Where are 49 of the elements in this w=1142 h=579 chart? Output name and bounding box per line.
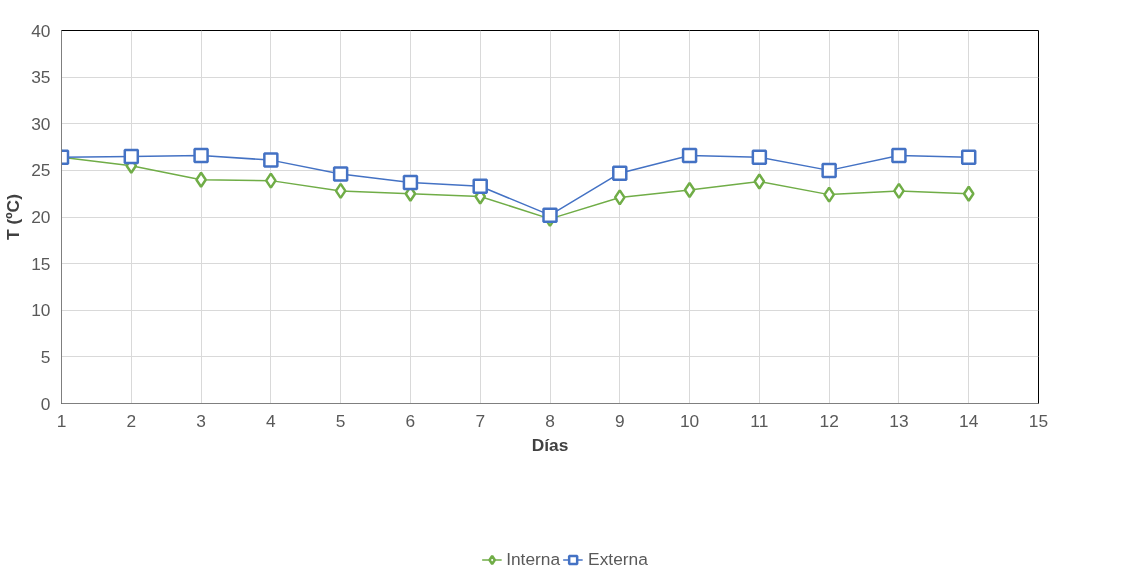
y-tick-label: 20	[31, 207, 51, 227]
point	[332, 166, 349, 182]
point	[612, 165, 628, 181]
point	[123, 148, 140, 165]
x-tick-label: 8	[545, 410, 555, 431]
y-axis-title: T (ºC)	[3, 194, 24, 240]
x-tick-label: 11	[750, 410, 769, 431]
x-tick-label: 15	[1028, 410, 1049, 431]
point	[821, 162, 837, 179]
point	[195, 171, 207, 188]
y-tick-label: 0	[40, 393, 51, 414]
point	[542, 207, 558, 223]
x-tick-label: 1	[56, 410, 67, 431]
point	[264, 172, 277, 189]
y-tick-label: 5	[40, 346, 51, 367]
point	[402, 174, 419, 191]
x-tick-label: 3	[196, 410, 206, 431]
y-tick-label: 10	[31, 300, 51, 321]
point	[681, 147, 698, 164]
x-tick-label: 12	[819, 410, 839, 431]
x-tick-label: 10	[679, 410, 700, 431]
legend-label: Interna	[506, 548, 561, 570]
x-tick-label: 14	[959, 410, 979, 431]
y-tick-label: 15	[31, 253, 51, 274]
y-tick-label: 40	[31, 20, 51, 41]
point	[193, 147, 209, 164]
x-tick-label: 9	[614, 410, 625, 431]
point	[263, 152, 279, 168]
y-tick-label: 25	[31, 160, 51, 181]
point	[891, 147, 907, 164]
y-tick-label: 30	[31, 113, 51, 134]
legend-label: Externa	[588, 548, 648, 570]
x-tick-label: 7	[475, 410, 486, 431]
point	[753, 173, 766, 190]
x-tick-label: 5	[335, 410, 346, 431]
y-tick-label: 35	[31, 67, 51, 88]
x-axis-title: Días	[531, 434, 569, 455]
point	[823, 186, 836, 203]
x-tick-label: 6	[405, 410, 416, 431]
x-tick-label: 13	[889, 410, 909, 431]
point	[960, 149, 977, 166]
x-tick-label: 4	[266, 410, 277, 431]
point	[613, 189, 626, 206]
point	[334, 182, 347, 200]
x-tick-label: 2	[126, 410, 137, 431]
point	[751, 149, 768, 166]
point	[683, 181, 696, 199]
point	[472, 178, 488, 194]
point	[962, 185, 975, 202]
